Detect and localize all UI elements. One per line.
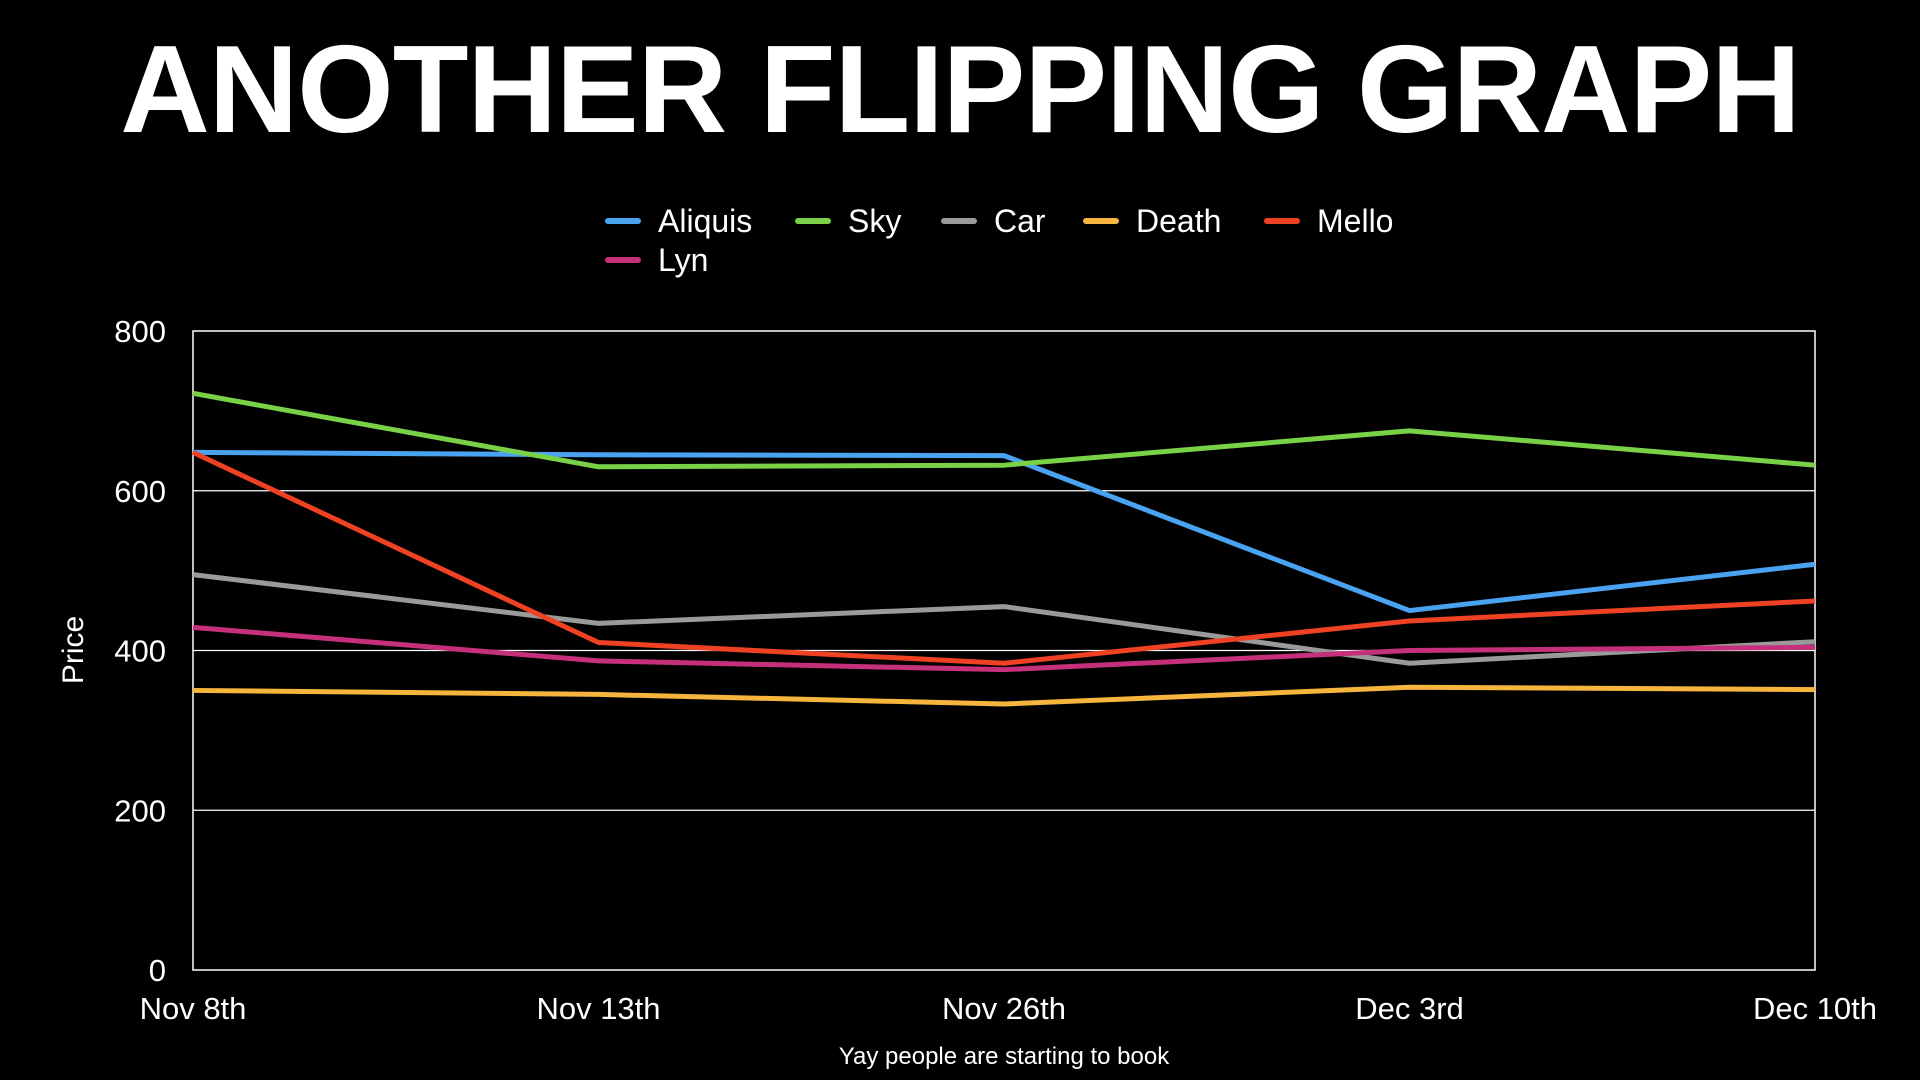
legend-label: Sky [848, 203, 901, 239]
y-axis-label: Price [57, 616, 90, 684]
x-axis-ticks: Nov 8th Nov 13th Nov 26th Dec 3rd Dec 10th [140, 991, 1877, 1026]
plot-area-frame [192, 330, 1816, 971]
series-line-aliquis [192, 449, 1816, 614]
legend-item-death: Death [1083, 203, 1221, 239]
x-tick-label: Dec 10th [1753, 991, 1877, 1026]
y-axis-ticks: 0 200 400 600 800 [114, 314, 166, 988]
legend-label: Mello [1317, 203, 1393, 239]
series-line-sky [192, 390, 1816, 470]
series-line-lyn [192, 624, 1816, 673]
y-tick-label: 800 [114, 314, 166, 349]
legend-item-lyn: Lyn [605, 242, 708, 278]
y-tick-label: 200 [114, 793, 166, 828]
y-tick-label: 400 [114, 634, 166, 669]
x-tick-label: Nov 26th [942, 991, 1066, 1026]
legend-label: Lyn [658, 242, 708, 278]
series-line-car [192, 572, 1816, 666]
x-tick-label: Nov 8th [140, 991, 247, 1026]
series-lines [191, 390, 1816, 707]
series-line-mello [191, 450, 1816, 666]
x-tick-label: Nov 13th [536, 991, 660, 1026]
legend-item-mello: Mello [1264, 203, 1393, 239]
chart-title: ANOTHER FLIPPING GRAPH [120, 21, 1801, 159]
x-tick-label: Dec 3rd [1355, 991, 1464, 1026]
legend-item-aliquis: Aliquis [605, 203, 752, 239]
legend-label: Car [994, 203, 1046, 239]
legend-label: Death [1136, 203, 1221, 239]
legend-label: Aliquis [658, 203, 752, 239]
y-tick-label: 0 [149, 953, 166, 988]
legend-item-car: Car [941, 203, 1046, 239]
y-tick-label: 600 [114, 474, 166, 509]
legend: Aliquis Sky Car Death Mello Lyn [605, 203, 1393, 278]
series-line-death [192, 684, 1816, 707]
legend-item-sky: Sky [795, 203, 901, 239]
x-axis-label: Yay people are starting to book [839, 1043, 1170, 1070]
